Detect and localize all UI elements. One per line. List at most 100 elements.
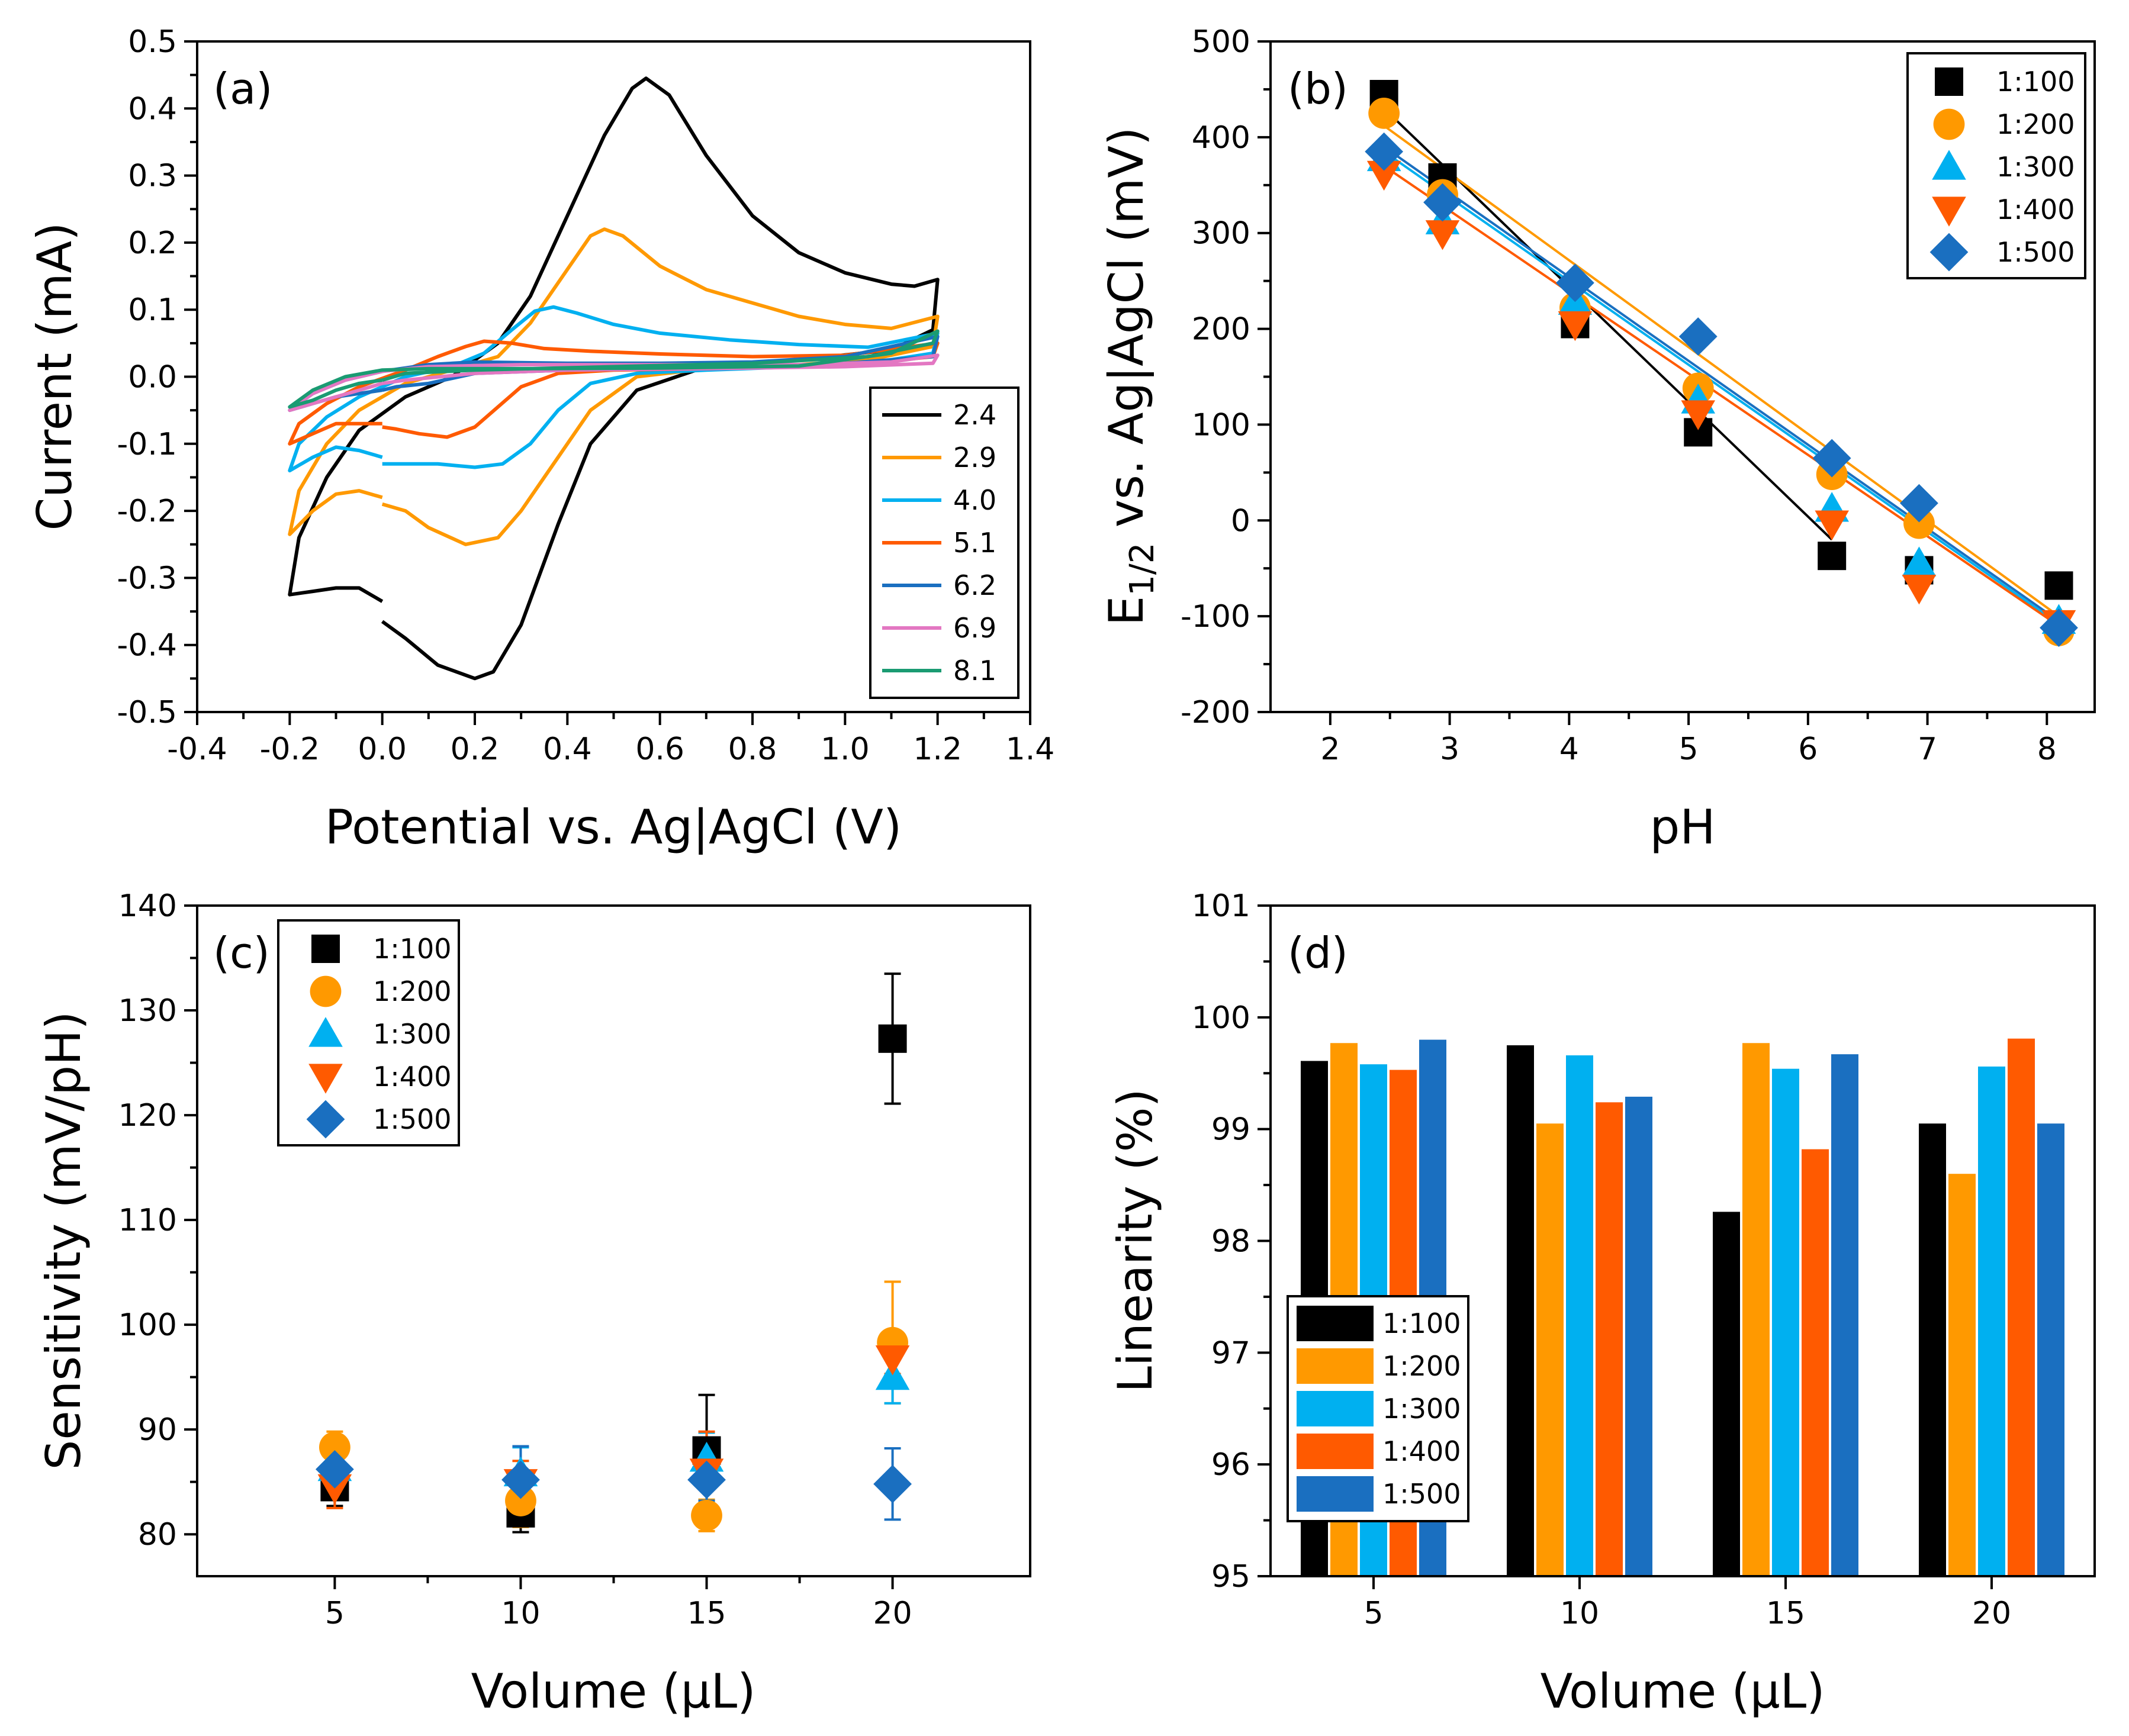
cv-curve-ph-4-0 (288, 305, 940, 473)
panel-b-legend-label: 1:300 (1996, 151, 2075, 183)
panel-a-y-tick-label: 0.4 (128, 91, 177, 127)
cv-curve-ph-6-9 (288, 353, 940, 413)
panel-d-x-tick-label: 10 (1560, 1596, 1599, 1631)
panel-d-y-tick-label: 99 (1211, 1112, 1250, 1148)
panel-c-x-tick-label: 10 (501, 1596, 540, 1631)
panel-a-cyclic-voltammogram: -0.4 -0.2 0.0 0.2 0.4 0.6 0.8 1.0 1.2 1.4-0.5-0.4… (27, 24, 1054, 855)
panel-c-legend-marker (308, 1064, 343, 1094)
data-point-1-500 (1423, 183, 1462, 222)
panel-b-x-axis-title: pH (1650, 800, 1716, 855)
panel-d-legend-swatch (1297, 1434, 1374, 1469)
bar-1-200-vol-15 (1742, 1043, 1770, 1576)
panel-c-legend-label: 1:200 (373, 975, 452, 1007)
panel-a-x-tick-label: 1.4 (1006, 732, 1055, 767)
bar-1-400-vol-20 (2008, 1038, 2035, 1576)
panel-d-y-tick-label: 101 (1192, 888, 1250, 924)
panel-d-legend-swatch (1297, 1306, 1374, 1341)
data-point-1-100 (2044, 571, 2073, 600)
data-point-1-200 (1368, 97, 1400, 129)
data-point-1-400 (1366, 160, 1401, 191)
data-point-1-200 (1903, 507, 1935, 539)
panel-c-y-tick-label: 120 (118, 1098, 177, 1133)
panel-d-x-tick-label: 20 (1972, 1596, 2011, 1631)
panel-b-x-tick-label: 6 (1798, 732, 1818, 767)
panel-d-x-tick-label: 15 (1766, 1596, 1805, 1631)
bar-1-500-vol-10 (1625, 1096, 1652, 1576)
bar-1-100-vol-15 (1713, 1212, 1740, 1576)
bar-1-200-vol-10 (1536, 1123, 1564, 1576)
data-point-1-200 (319, 1431, 350, 1463)
data-point-1-100 (1818, 542, 1847, 571)
panel-b-y-tick-label: 500 (1192, 24, 1250, 60)
data-point-1-400 (875, 1345, 910, 1376)
data-point-1-500 (1556, 263, 1594, 302)
data-point-1-500 (2040, 608, 2078, 647)
bar-1-300-vol-20 (1978, 1066, 2005, 1576)
panel-b-y-tick-label: -200 (1181, 695, 1250, 730)
bar-1-300-vol-15 (1772, 1068, 1799, 1576)
panel-d-y-tick-label: 97 (1211, 1335, 1250, 1371)
panel-a-y-tick-label: 0.1 (128, 292, 177, 328)
panel-b-y-axis-title-rest: vs. Ag|AgCl (mV) (1099, 127, 1154, 543)
panel-a-y-tick-label: 0.5 (128, 24, 177, 60)
data-point-1-300 (1902, 546, 1937, 576)
panel-a-x-tick-label: 1.0 (821, 732, 870, 767)
panel-c-y-tick-label: 100 (118, 1307, 177, 1343)
panel-d-legend-label: 1:500 (1382, 1478, 1461, 1510)
data-point-1-400 (1681, 400, 1716, 430)
panel-a-y-axis-title: Current (mA) (27, 223, 82, 531)
panel-d-y-tick-label: 95 (1211, 1559, 1250, 1595)
data-point-1-500 (1365, 132, 1404, 171)
panel-a-x-tick-label: 0.2 (451, 732, 500, 767)
panel-a-x-tick-label: 0.8 (728, 732, 777, 767)
panel-a-x-tick-label: -0.2 (260, 732, 320, 767)
panel-b-legend-label: 1:400 (1996, 194, 2075, 226)
data-point-1-200 (505, 1485, 536, 1516)
panel-a-y-tick-label: -0.2 (117, 494, 177, 529)
cv-curve-ph-2-4 (288, 76, 940, 681)
panel-d-y-tick-label: 100 (1192, 1000, 1250, 1036)
data-point-1-500 (501, 1460, 540, 1499)
bar-1-400-vol-15 (1802, 1149, 1829, 1576)
panel-a-legend: 2.4 2.9 4.0 5.1 6.2 6.9 8.1 (869, 387, 1020, 699)
panel-c-y-tick-label: 90 (138, 1412, 177, 1448)
panel-a-y-tick-label: 0.0 (128, 360, 177, 395)
bar-1-500-vol-15 (1831, 1054, 1858, 1576)
panel-b-legend-label: 1:200 (1996, 108, 2075, 140)
panel-b-legend-label: 1:500 (1996, 236, 2075, 268)
cv-curve-ph-5-1 (288, 339, 940, 446)
panel-a-x-axis-title: Potential vs. Ag|AgCl (V) (325, 800, 902, 855)
panel-c-legend-marker (310, 975, 342, 1007)
bar-1-200-vol-20 (1948, 1174, 1976, 1576)
data-point-1-400 (317, 1474, 352, 1505)
panel-b-x-tick-label: 4 (1559, 732, 1579, 767)
panel-b-half-wave-potential-vs-ph: 2 3 4 5 6 7 8 -200 -100 0 100 200 300 400 500 (b) pH E… (1099, 24, 2096, 855)
panel-a-legend-label: 8.1 (953, 655, 996, 687)
panel-c-legend-marker (308, 1017, 343, 1047)
panel-d-legend-swatch (1297, 1476, 1374, 1512)
panel-b-y-tick-label: -100 (1181, 599, 1250, 635)
panel-a-x-tick-label: 1.2 (913, 732, 962, 767)
panel-c-legend-marker (311, 935, 340, 963)
panel-b-legend-marker (1933, 108, 1965, 140)
panel-c-legend-frame (277, 919, 460, 1146)
panel-b-legend-marker (1932, 150, 1966, 180)
panel-b-y-tick-label: 300 (1192, 216, 1250, 252)
panel-d-legend: 1:100 1:200 1:300 1:400 1:500 (1287, 1295, 1469, 1522)
panel-b-legend-marker (1935, 67, 1963, 96)
panel-c-y-axis-title: Sensitivity (mV/pH) (36, 1012, 91, 1470)
fit-line-1-200 (1383, 124, 2060, 617)
bar-1-100-vol-10 (1507, 1045, 1534, 1576)
panel-d-y-axis-title: Linearity (%) (1108, 1088, 1163, 1392)
panel-a-legend-label: 6.2 (953, 569, 996, 601)
panel-a-y-tick-label: -0.3 (117, 561, 177, 596)
panel-c-legend: 1:100 1:200 1:300 1:400 1:500 (277, 919, 460, 1146)
panel-b-legend-label: 1:100 (1996, 66, 2075, 98)
panel-d-legend-label: 1:100 (1382, 1307, 1461, 1339)
panel-b-legend-marker (1932, 197, 1966, 227)
panel-a-label: (a) (213, 64, 272, 114)
panel-a-x-tick-label: 0.4 (543, 732, 592, 767)
panel-a-y-tick-label: 0.2 (128, 226, 177, 261)
